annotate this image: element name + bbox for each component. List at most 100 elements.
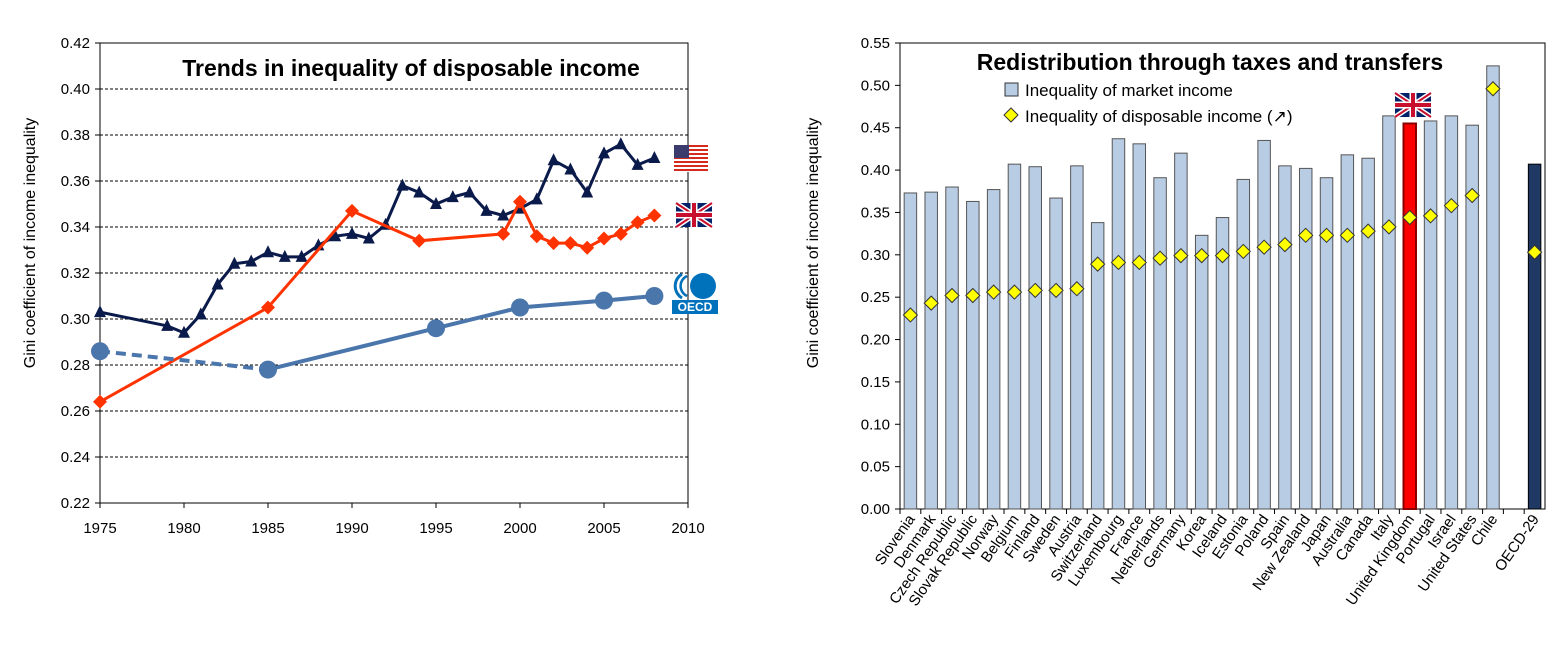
x-tick-label: 2010 (671, 520, 704, 537)
disposable-income-marker (1027, 282, 1043, 299)
us-point (346, 226, 358, 239)
us-point (194, 307, 207, 320)
us-point (362, 231, 375, 244)
x-tick-label: 1995 (419, 520, 452, 537)
us-point (413, 185, 426, 198)
market-income-bar (1236, 178, 1251, 510)
y-tick-label: 0.20 (861, 332, 890, 349)
market-income-bar (1423, 120, 1438, 510)
us-point (547, 153, 560, 166)
uk-point (546, 236, 561, 251)
us-point (329, 229, 342, 242)
market-income-bar (1070, 165, 1084, 510)
market-income-bar (1215, 217, 1230, 510)
y-tick-label: 0.40 (61, 81, 90, 98)
disposable-income-marker (1089, 256, 1106, 272)
market-income-bar (1174, 152, 1188, 510)
market-income-bar (1340, 154, 1355, 510)
us-point (648, 151, 661, 163)
market-income-bar (1382, 115, 1396, 510)
y-tick-label: 0.32 (61, 265, 90, 282)
market-income-bar (1049, 197, 1063, 510)
us-point (396, 178, 409, 191)
market-income-bar (986, 189, 1001, 510)
us-point (530, 192, 543, 205)
redistribution-y-ticks: 0.00 0.05 0.10 0.15 0.20 0.25 0.30 0.35 0.40 0.45… (861, 35, 900, 518)
us-point (262, 245, 274, 258)
us-point (161, 318, 174, 331)
y-tick-label: 0.30 (861, 247, 890, 264)
market-income-bar (1444, 115, 1459, 510)
y-tick-label: 0.30 (61, 311, 90, 328)
svg-text:OECD: OECD (678, 300, 713, 314)
market-income-bar (1111, 138, 1126, 510)
disposable-income-marker (1131, 254, 1147, 271)
redistribution-legend: Inequality of market income Inequality o… (1003, 81, 1293, 126)
market-income-bar (1486, 65, 1500, 510)
uk-point (597, 231, 611, 246)
market-income-bar (1527, 163, 1542, 510)
us-point (178, 325, 190, 338)
y-tick-label: 0.35 (861, 204, 890, 221)
trend-series (91, 137, 664, 409)
disposable-income-marker (1235, 243, 1252, 260)
x-tick-label: 1985 (251, 520, 284, 537)
uk-point (261, 300, 275, 315)
y-tick-label: 0.22 (61, 495, 90, 512)
y-tick-label: 0.38 (61, 127, 90, 144)
trend-chart: 0.22 0.24 0.26 0.28 0.30 0.32 0.34 0.36 0.38 0.40… (22, 35, 718, 537)
uk-series (93, 194, 662, 409)
us-point (295, 249, 308, 262)
redistribution-diamonds (902, 81, 1543, 323)
oecd-point (259, 360, 277, 379)
us-point (480, 203, 493, 216)
y-tick-label: 0.28 (61, 357, 90, 374)
y-tick-label: 0.15 (861, 374, 890, 391)
y-tick-label: 0.24 (61, 449, 90, 466)
uk-point (496, 226, 511, 241)
us-point (497, 208, 510, 221)
trend-y-ticks: 0.22 0.24 0.26 0.28 0.30 0.32 0.34 0.36 0.38 0.40… (61, 35, 100, 512)
us-point (446, 190, 459, 203)
us-point (228, 256, 241, 269)
disposable-income-marker (1152, 250, 1168, 266)
x-tick-label: 2000 (503, 520, 536, 537)
oecd-point (645, 287, 664, 305)
redistribution-chart: 0.00 0.05 0.10 0.15 0.20 0.25 0.30 0.35 0.40 0.45… (805, 35, 1546, 609)
oecd-logo-icon: OECD (672, 272, 718, 314)
disposable-income-marker (1485, 81, 1501, 97)
uk-point (93, 394, 107, 409)
market-income-bar (1319, 177, 1334, 510)
market-income-bar (1298, 167, 1313, 510)
uk-point (345, 203, 359, 218)
oecd-point (595, 291, 613, 310)
disposable-income-marker (1422, 208, 1439, 224)
market-income-bar (1153, 177, 1167, 510)
legend-market-income: Inequality of market income (1025, 81, 1233, 100)
market-income-bar (1278, 165, 1292, 510)
uk-point (529, 229, 544, 244)
us-point (278, 249, 291, 262)
market-income-bar (945, 186, 959, 510)
uk-point (613, 226, 628, 241)
y-tick-label: 0.36 (61, 173, 90, 190)
y-tick-label: 0.55 (861, 35, 890, 52)
disposable-income-marker (944, 287, 960, 304)
disposable-income-marker (965, 287, 981, 304)
us-point (581, 185, 594, 198)
y-tick-label: 0.34 (61, 219, 90, 236)
disposable-income-marker (1526, 244, 1543, 260)
disposable-income-marker (923, 295, 939, 311)
redistribution-chart-title: Redistribution through taxes and transfe… (977, 49, 1443, 75)
us-point (245, 254, 258, 267)
disposable-income-marker (1443, 197, 1460, 214)
disposable-income-marker (1464, 187, 1480, 204)
uk-point (412, 233, 427, 248)
redistribution-y-axis-label: Gini coefficient of income inequality (805, 118, 822, 369)
market-income-bar (1132, 143, 1147, 510)
oecd-dashed-line (99, 349, 269, 372)
y-tick-label: 0.45 (861, 120, 890, 137)
disposable-income-marker (1048, 282, 1064, 299)
disposable-income-marker (902, 307, 919, 323)
oecd-point (91, 342, 109, 361)
